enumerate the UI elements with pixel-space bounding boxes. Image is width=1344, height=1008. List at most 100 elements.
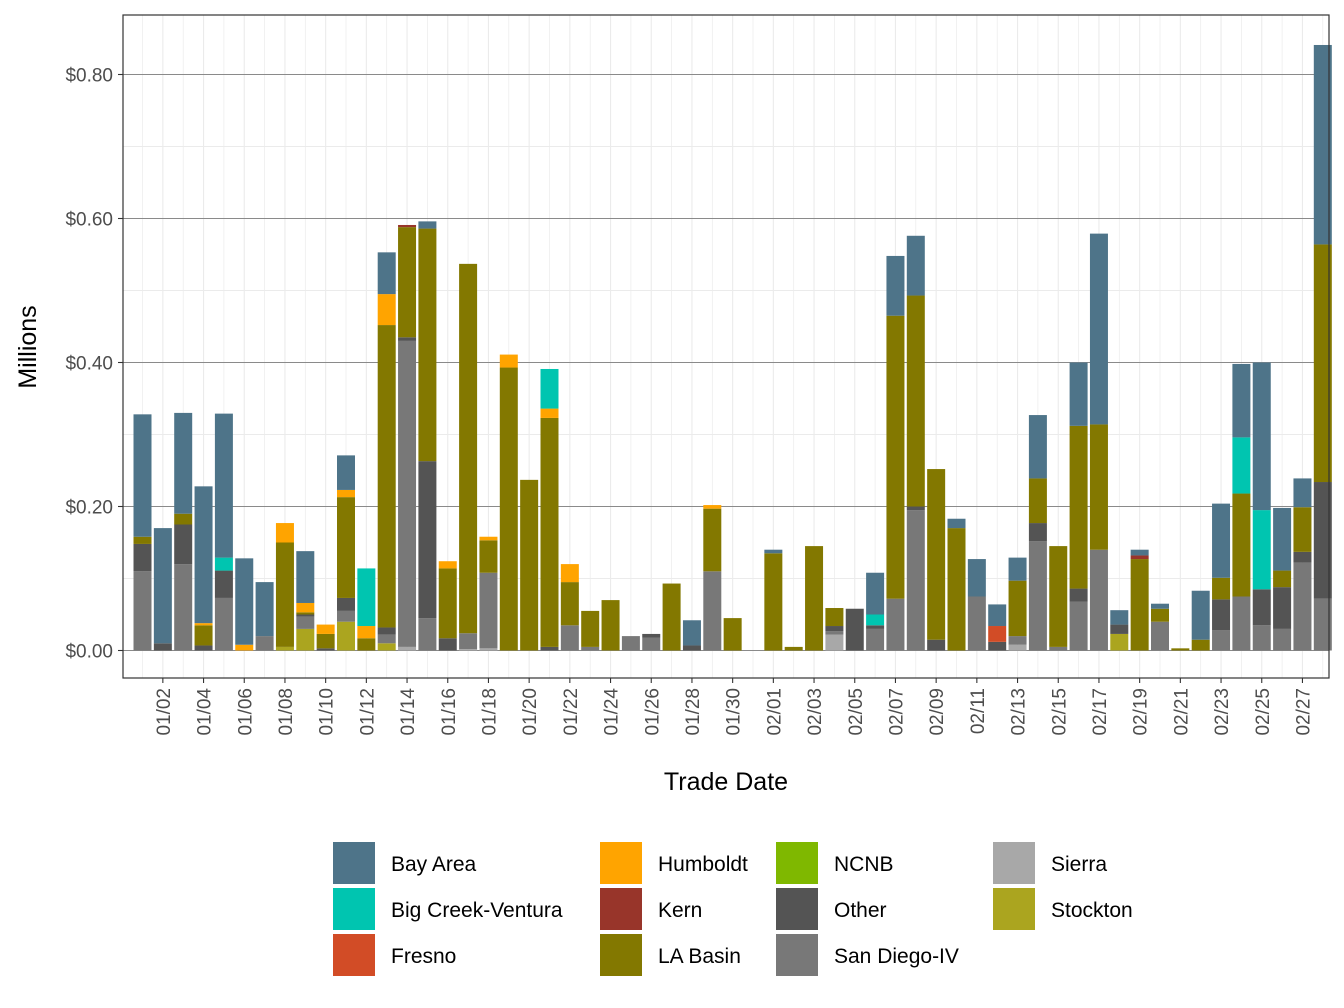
bar-segment [1089,424,1108,550]
x-tick-label: 02/19 [1131,688,1152,736]
bar-segment [703,505,722,509]
legend-label: Humboldt [658,853,748,876]
x-tick-label: 01/30 [724,688,745,736]
bar-segment [316,624,335,634]
y-tick-label: $0.80 [65,66,113,87]
bar-segment [479,572,498,649]
bar-segment [337,489,355,498]
bar-segment [1008,636,1027,645]
legend-item: NCNB [776,842,894,884]
bar-segment [662,583,681,651]
bar-segment [1293,551,1312,563]
bar-segment [499,354,518,368]
bar-segment [214,413,233,558]
bar-segment [255,582,274,637]
bar-segment [1273,570,1292,588]
bar-segment [174,524,193,565]
bar-segment [296,602,315,613]
legend-swatch [600,934,642,976]
bar-segment [1069,588,1088,602]
legend-item: Humboldt [600,842,748,884]
bar-segment [377,294,396,326]
x-tick-label: 02/03 [805,688,826,736]
bar-segment [398,227,417,338]
bar-segment [560,625,579,651]
x-tick-label: 01/10 [317,688,338,736]
bar-segment [1028,478,1047,524]
legend-swatch [600,888,642,930]
bar-segment [296,628,315,651]
bar-segment [296,614,315,617]
bar-segment [520,479,539,651]
y-tick-label: $0.60 [65,210,113,231]
bar-segment [682,620,701,646]
bar-segment [906,506,925,511]
x-tick-label: 02/27 [1293,688,1314,736]
bar-segment [1313,44,1332,245]
bar-segment [316,633,335,649]
bar-segment [845,608,864,651]
x-tick-label: 02/01 [764,688,785,736]
bar-segment [825,626,844,632]
bar-segment [1069,425,1088,589]
bar-segment [1110,633,1129,651]
bar-segment [1028,541,1047,651]
legend-item: Sierra [993,842,1107,884]
panel-border [122,14,1330,679]
bar-segment [174,513,193,525]
x-tick-label: 01/18 [479,688,500,736]
bar-segment [1293,507,1312,552]
bar-segment [1252,625,1271,651]
bar-segment [886,598,905,651]
bar-segment [1273,587,1292,629]
bar-segment [479,648,498,651]
bar-segment [214,597,233,651]
bar-segment [1151,621,1169,651]
bar-segment [438,561,457,569]
legend: Bay Area Big Creek-Ventura Fresno Humboldt K… [333,842,1133,976]
bar-segment [174,564,193,651]
bar-segment [1028,415,1047,479]
bar-segment [275,523,294,543]
bar-segment [784,646,803,651]
legend-swatch [776,888,818,930]
bar-segment [906,235,925,296]
bar-segment [1008,557,1027,581]
bar-segment [560,582,579,626]
bar-segment [1293,562,1312,651]
bar-segment [377,634,396,644]
legend-label: Fresno [391,945,456,968]
bar-segment [1069,362,1088,426]
bars [133,44,1332,651]
bar-segment [967,596,986,651]
legend-label: Stockton [1051,899,1133,922]
bar-segment [337,597,355,611]
bar-segment [418,228,437,462]
x-tick-label: 02/25 [1253,688,1274,736]
x-tick-label: 01/12 [357,688,378,736]
y-tick-label: $0.00 [65,642,113,663]
bar-segment [296,551,315,603]
legend-item: San Diego-IV [776,934,959,976]
bar-segment [398,340,417,647]
legend-item: Stockton [993,888,1133,930]
bar-segment [235,644,254,651]
bar-segment [1212,630,1231,651]
x-tick-label: 01/08 [276,688,297,736]
bar-segment [642,637,661,651]
bar-segment [967,559,986,597]
bar-segment [621,636,640,651]
bar-segment [214,570,233,598]
bar-segment [866,614,885,626]
legend-swatch [776,934,818,976]
bar-segment [988,604,1007,627]
bar-segment [1191,590,1210,640]
bar-segment [275,542,294,647]
bar-segment [153,643,172,651]
bar-segment [459,633,478,650]
bar-segment [1130,549,1149,556]
bar-segment [764,553,783,651]
y-axis-title: Millions [14,305,42,388]
bar-segment [1252,589,1271,626]
bar-segment [337,621,355,651]
